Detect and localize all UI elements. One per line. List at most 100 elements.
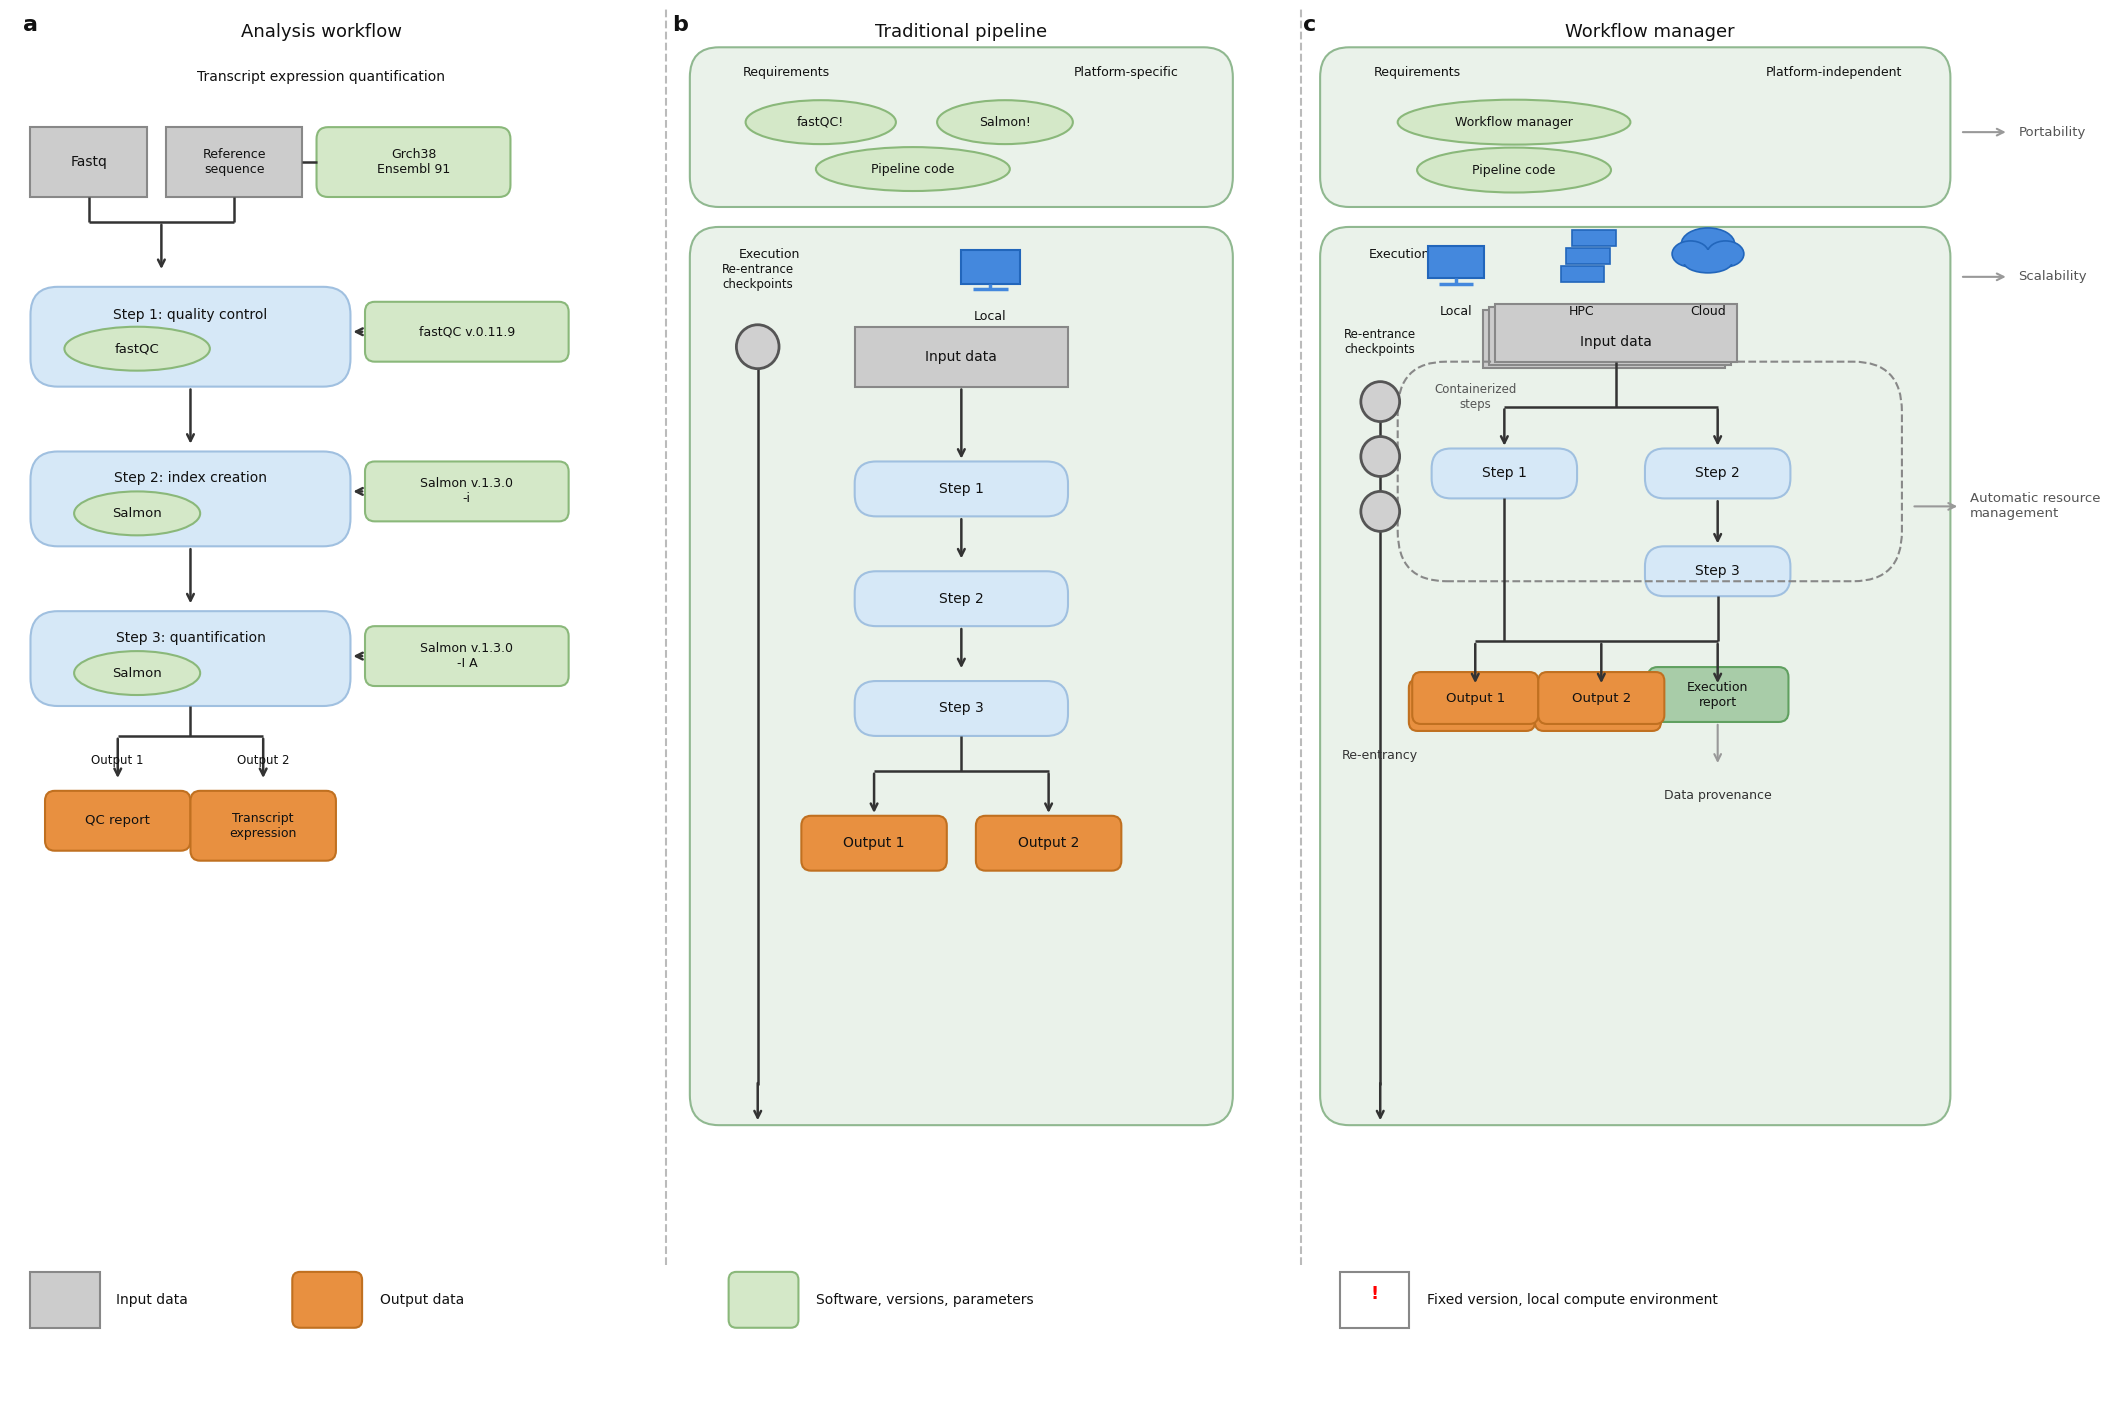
Text: fastQC v.0.11.9: fastQC v.0.11.9 <box>420 325 515 339</box>
Text: Step 1: quality control: Step 1: quality control <box>112 308 267 322</box>
Ellipse shape <box>1685 250 1731 273</box>
Text: Step 3: Step 3 <box>1695 564 1740 578</box>
Text: Reference
sequence: Reference sequence <box>201 148 265 176</box>
Text: Platform-independent: Platform-independent <box>1765 66 1903 79</box>
FancyBboxPatch shape <box>854 571 1068 626</box>
Text: Step 3: quantification: Step 3: quantification <box>117 631 265 645</box>
Text: Step 1: Step 1 <box>1481 467 1528 481</box>
FancyBboxPatch shape <box>1534 679 1661 731</box>
Text: Output 1: Output 1 <box>843 837 905 851</box>
Text: Pipeline code: Pipeline code <box>871 163 954 176</box>
Text: Analysis workflow: Analysis workflow <box>242 24 403 41</box>
Text: c: c <box>1303 15 1316 35</box>
Text: Execution: Execution <box>737 249 799 262</box>
Text: Scalability: Scalability <box>2017 270 2087 284</box>
Text: Transcript
expression: Transcript expression <box>229 811 297 839</box>
FancyBboxPatch shape <box>1490 307 1731 364</box>
Text: Re-entrancy: Re-entrancy <box>1341 749 1418 762</box>
Text: Workflow manager: Workflow manager <box>1456 115 1572 129</box>
FancyBboxPatch shape <box>44 790 191 851</box>
Text: Workflow manager: Workflow manager <box>1566 24 1735 41</box>
Ellipse shape <box>746 100 896 143</box>
Ellipse shape <box>1418 148 1610 193</box>
Ellipse shape <box>74 651 199 695</box>
Text: Portability: Portability <box>2017 125 2085 139</box>
Text: Salmon!: Salmon! <box>979 115 1032 129</box>
Text: Output 2: Output 2 <box>1572 692 1632 704</box>
FancyBboxPatch shape <box>364 626 568 686</box>
Text: Local: Local <box>975 311 1007 323</box>
Text: fastQC: fastQC <box>114 342 159 356</box>
FancyBboxPatch shape <box>1483 309 1725 367</box>
FancyBboxPatch shape <box>30 287 350 387</box>
FancyBboxPatch shape <box>165 127 303 197</box>
Text: Execution: Execution <box>1369 249 1430 262</box>
Text: Output 1: Output 1 <box>91 755 144 768</box>
Text: Software, versions, parameters: Software, versions, parameters <box>816 1294 1034 1306</box>
FancyBboxPatch shape <box>1320 48 1949 207</box>
Text: Automatic resource
management: Automatic resource management <box>1971 492 2100 520</box>
Text: Salmon: Salmon <box>112 508 161 520</box>
Text: Requirements: Requirements <box>744 66 831 79</box>
Ellipse shape <box>816 148 1011 191</box>
FancyBboxPatch shape <box>1644 547 1791 596</box>
FancyBboxPatch shape <box>292 1272 362 1327</box>
FancyBboxPatch shape <box>854 326 1068 387</box>
Text: Transcript expression quantification: Transcript expression quantification <box>197 70 445 84</box>
FancyBboxPatch shape <box>691 48 1233 207</box>
Circle shape <box>1360 436 1401 477</box>
Text: Step 1: Step 1 <box>939 482 983 496</box>
FancyBboxPatch shape <box>854 461 1068 516</box>
FancyBboxPatch shape <box>1572 231 1617 246</box>
FancyBboxPatch shape <box>1538 672 1663 724</box>
Text: Output data: Output data <box>379 1294 464 1306</box>
Circle shape <box>1360 492 1401 531</box>
Text: Output 1: Output 1 <box>1445 692 1504 704</box>
Text: Step 2: Step 2 <box>939 592 983 606</box>
FancyBboxPatch shape <box>364 302 568 361</box>
FancyBboxPatch shape <box>1409 679 1534 731</box>
FancyBboxPatch shape <box>1644 449 1791 498</box>
Text: fastQC!: fastQC! <box>797 115 843 129</box>
Text: Pipeline code: Pipeline code <box>1473 163 1555 177</box>
Text: Re-entrance
checkpoints: Re-entrance checkpoints <box>1343 328 1415 356</box>
Text: Grch38
Ensembl 91: Grch38 Ensembl 91 <box>377 148 449 176</box>
Text: Fastq: Fastq <box>70 155 108 169</box>
Ellipse shape <box>1399 100 1630 145</box>
Ellipse shape <box>74 492 199 536</box>
Text: Output 2: Output 2 <box>237 755 290 768</box>
Text: Requirements: Requirements <box>1373 66 1460 79</box>
FancyBboxPatch shape <box>1560 266 1604 281</box>
Ellipse shape <box>1680 228 1735 260</box>
Text: Salmon v.1.3.0
-i: Salmon v.1.3.0 -i <box>420 478 513 505</box>
FancyBboxPatch shape <box>191 790 337 860</box>
FancyBboxPatch shape <box>1432 449 1577 498</box>
FancyBboxPatch shape <box>1682 250 1733 264</box>
FancyBboxPatch shape <box>364 461 568 522</box>
Text: Cloud: Cloud <box>1691 305 1725 318</box>
Text: HPC: HPC <box>1568 305 1596 318</box>
Ellipse shape <box>937 100 1072 143</box>
FancyBboxPatch shape <box>1649 666 1788 721</box>
FancyBboxPatch shape <box>316 127 511 197</box>
FancyBboxPatch shape <box>1339 1272 1409 1327</box>
Text: Step 2: Step 2 <box>1695 467 1740 481</box>
Circle shape <box>737 325 780 368</box>
Text: Fixed version, local compute environment: Fixed version, local compute environment <box>1426 1294 1719 1306</box>
FancyBboxPatch shape <box>1320 226 1949 1125</box>
Text: Salmon v.1.3.0
-I A: Salmon v.1.3.0 -I A <box>420 643 513 671</box>
FancyBboxPatch shape <box>1411 672 1538 724</box>
Text: Containerized
steps: Containerized steps <box>1435 382 1517 411</box>
FancyBboxPatch shape <box>30 127 146 197</box>
FancyBboxPatch shape <box>691 226 1233 1125</box>
Text: Input data: Input data <box>117 1294 189 1306</box>
Text: Input data: Input data <box>926 350 998 364</box>
Ellipse shape <box>64 326 210 371</box>
FancyBboxPatch shape <box>30 451 350 547</box>
Text: Execution
report: Execution report <box>1687 681 1748 709</box>
Text: b: b <box>672 15 689 35</box>
FancyBboxPatch shape <box>854 681 1068 735</box>
FancyBboxPatch shape <box>1566 247 1610 264</box>
Text: Re-entrance
checkpoints: Re-entrance checkpoints <box>723 263 795 291</box>
FancyBboxPatch shape <box>801 815 947 870</box>
